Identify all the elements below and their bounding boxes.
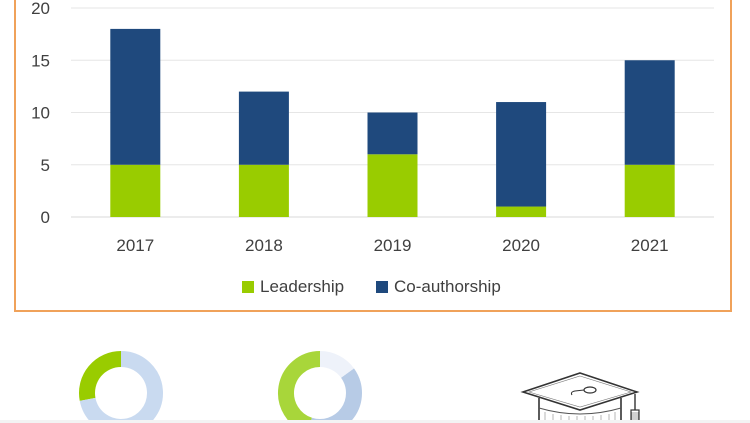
y-tick-label: 20 [31, 0, 50, 18]
donut-segment [310, 368, 362, 423]
bar-segment [367, 154, 418, 217]
bottom-strip [0, 420, 750, 423]
bar-segment [624, 164, 675, 217]
x-tick-label: 2019 [374, 236, 412, 255]
bar-segment [496, 206, 547, 217]
stacked-bar-chart: 0 5 10 15 20 2017 2018 2019 2020 2021 Leadership Co… [31, 0, 714, 296]
bar-segment [238, 164, 289, 217]
bar-segment [110, 28, 161, 165]
legend-label: Co-authorship [394, 277, 501, 296]
y-tick-label: 15 [31, 51, 50, 70]
donut-segment [319, 351, 354, 379]
y-tick-label: 10 [31, 104, 50, 123]
x-tick-label: 2021 [631, 236, 669, 255]
bar-segment [238, 91, 289, 165]
donut-charts-area [79, 351, 362, 423]
legend-label: Leadership [260, 277, 344, 296]
donut-segment [278, 351, 321, 423]
bar-segment [624, 60, 675, 165]
x-tick-label: 2017 [116, 236, 154, 255]
donut-segment [79, 351, 163, 423]
bar-segment [496, 102, 547, 207]
legend-swatch [376, 281, 388, 293]
donut-segment [79, 351, 122, 401]
legend-swatch [242, 281, 254, 293]
x-tick-label: 2018 [245, 236, 283, 255]
y-tick-label: 0 [41, 208, 50, 227]
bar-segment [367, 112, 418, 155]
bar-segment [110, 164, 161, 217]
bar-chart-frame: 0 5 10 15 20 2017 2018 2019 2020 2021 Leadership Co… [14, 0, 732, 312]
x-tick-label: 2020 [502, 236, 540, 255]
y-tick-label: 5 [41, 156, 50, 175]
graduation-cap-icon [520, 372, 640, 423]
